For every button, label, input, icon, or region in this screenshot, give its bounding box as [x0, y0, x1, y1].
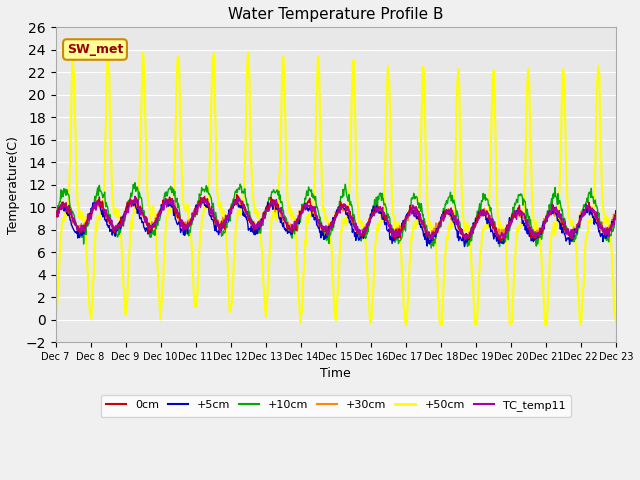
+5cm: [461, 244, 468, 250]
+30cm: [497, 237, 504, 242]
+30cm: [235, 194, 243, 200]
0cm: [233, 192, 241, 197]
+10cm: [382, 205, 390, 211]
+5cm: [285, 229, 292, 235]
Line: +5cm: +5cm: [56, 199, 616, 247]
+10cm: [612, 212, 620, 217]
Line: +10cm: +10cm: [56, 183, 616, 248]
0cm: [382, 213, 390, 218]
+10cm: [585, 190, 593, 195]
TC_temp11: [285, 224, 292, 230]
TC_temp11: [612, 214, 620, 219]
+30cm: [156, 210, 163, 216]
Title: Water Temperature Profile B: Water Temperature Profile B: [228, 7, 444, 22]
+50cm: [612, 320, 620, 325]
+5cm: [594, 222, 602, 228]
+5cm: [585, 207, 593, 213]
Legend: 0cm, +5cm, +10cm, +30cm, +50cm, TC_temp11: 0cm, +5cm, +10cm, +30cm, +50cm, TC_temp1…: [100, 395, 571, 417]
TC_temp11: [382, 217, 390, 223]
+50cm: [156, 312, 164, 318]
TC_temp11: [52, 211, 60, 216]
TC_temp11: [79, 223, 86, 228]
+10cm: [156, 215, 164, 220]
0cm: [612, 211, 620, 216]
+10cm: [428, 245, 435, 251]
TC_temp11: [585, 208, 593, 214]
TC_temp11: [594, 216, 602, 222]
+30cm: [612, 215, 620, 221]
Text: SW_met: SW_met: [67, 43, 123, 56]
+5cm: [156, 212, 163, 217]
+30cm: [285, 226, 292, 232]
0cm: [52, 210, 60, 216]
+30cm: [594, 216, 602, 222]
+10cm: [131, 180, 139, 186]
0cm: [156, 208, 163, 214]
+50cm: [382, 125, 390, 131]
Y-axis label: Temperature(C): Temperature(C): [7, 136, 20, 234]
TC_temp11: [156, 211, 164, 216]
Line: 0cm: 0cm: [56, 194, 616, 241]
+30cm: [382, 215, 390, 220]
+50cm: [285, 209, 292, 215]
+30cm: [79, 227, 86, 232]
Line: +50cm: +50cm: [56, 52, 616, 325]
+50cm: [52, 318, 60, 324]
+10cm: [285, 227, 292, 233]
+5cm: [612, 208, 620, 214]
+50cm: [79, 217, 86, 223]
+5cm: [382, 219, 390, 225]
TC_temp11: [131, 193, 139, 199]
0cm: [585, 199, 593, 205]
+30cm: [52, 214, 60, 219]
+50cm: [403, 322, 410, 328]
+10cm: [594, 208, 602, 214]
0cm: [497, 238, 504, 244]
+10cm: [79, 233, 86, 239]
+10cm: [52, 213, 60, 219]
+50cm: [594, 71, 602, 77]
+30cm: [585, 206, 593, 212]
Line: +30cm: +30cm: [56, 197, 616, 240]
0cm: [594, 221, 602, 227]
+5cm: [79, 228, 86, 234]
0cm: [285, 226, 292, 231]
X-axis label: Time: Time: [321, 367, 351, 380]
+50cm: [140, 49, 147, 55]
+5cm: [161, 196, 169, 202]
TC_temp11: [429, 237, 437, 243]
0cm: [79, 228, 86, 233]
+50cm: [585, 220, 593, 226]
Line: TC_temp11: TC_temp11: [56, 196, 616, 240]
+5cm: [52, 208, 60, 214]
